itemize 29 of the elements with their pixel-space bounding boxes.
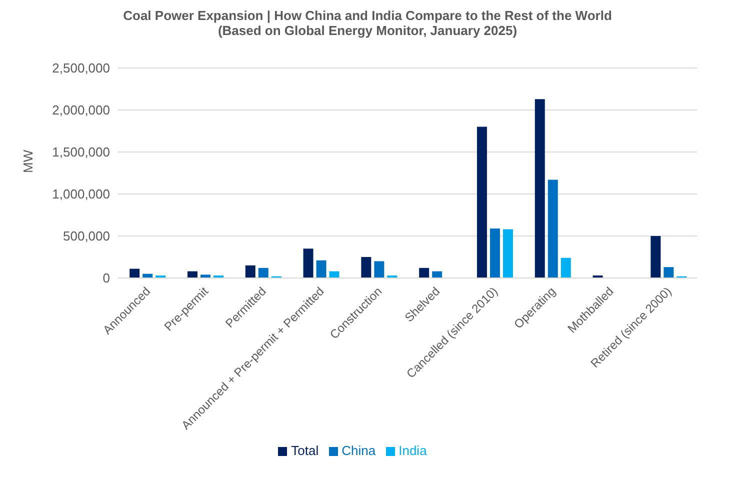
bar <box>548 180 558 278</box>
bar <box>650 236 661 278</box>
y-tick-label: 500,000 <box>63 228 110 244</box>
chart-title: Coal Power Expansion | How China and India Compare to the Rest of the World <box>122 8 613 23</box>
legend-label: China <box>342 443 376 458</box>
legend-label: India <box>398 443 427 458</box>
bar <box>534 99 545 278</box>
y-tick-label: 0 <box>102 270 110 286</box>
bar <box>245 265 256 278</box>
legend-label: Total <box>291 443 319 458</box>
y-axis-title: MW <box>20 149 36 173</box>
chart-subtitle: (Based on Global Energy Monitor, January 2025) <box>216 23 518 38</box>
y-tick-label: 1,500,000 <box>52 144 110 160</box>
bar <box>200 274 210 278</box>
bar <box>130 268 140 278</box>
y-tick-label: 2,500,000 <box>52 60 110 76</box>
y-tick-label: 2,000,000 <box>52 102 110 118</box>
bar <box>664 267 674 278</box>
bar <box>560 258 571 278</box>
bar <box>502 229 513 278</box>
bar <box>419 268 430 278</box>
y-tick-label: 1,000,000 <box>52 186 110 202</box>
bar <box>476 126 487 278</box>
bar <box>490 228 500 278</box>
bar <box>316 260 326 278</box>
bar <box>258 268 268 278</box>
bar <box>374 261 384 278</box>
bar <box>361 257 372 278</box>
bar <box>303 248 314 278</box>
